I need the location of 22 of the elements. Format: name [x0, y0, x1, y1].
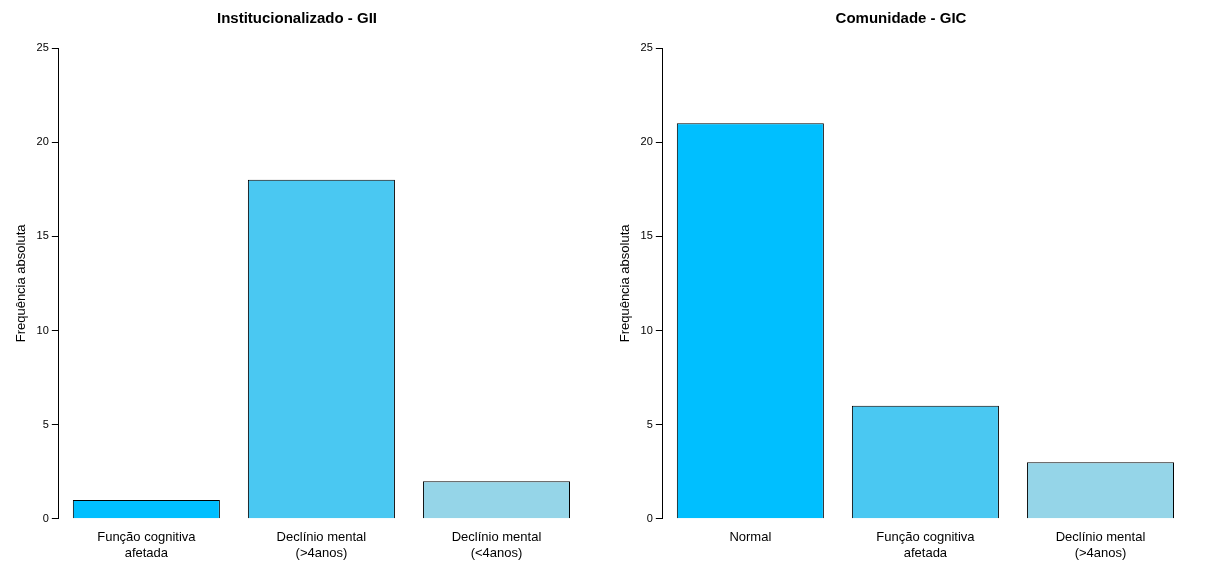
x-tick-label: Declínio mental (<4anos) [451, 529, 542, 560]
y-tick-label: 15 [36, 229, 49, 242]
x-tick-label: Normal [729, 529, 772, 545]
y-tick-label: 10 [36, 323, 49, 336]
y-tick-label: 20 [36, 135, 49, 148]
y-tick-label: 20 [640, 135, 653, 148]
chart-title: Comunidade - GIC [835, 9, 967, 27]
x-tick-label: Declínio mental (>4anos) [276, 529, 367, 560]
x-tick-label: Declínio mental (>4anos) [1055, 529, 1146, 560]
y-tick-label: 25 [640, 41, 653, 54]
y-axis-title: Frequência absoluta [617, 223, 633, 343]
chart-title: Institucionalizado - GII [216, 9, 378, 27]
y-axis-title: Frequência absoluta [13, 223, 29, 343]
x-tick-label: Função cognitiva afetada [97, 529, 197, 560]
x-tick-label: Função cognitiva afetada [876, 529, 976, 560]
y-tick-label: 0 [646, 511, 653, 524]
y-tick-label: 25 [36, 41, 49, 54]
y-tick-label: 5 [42, 417, 49, 430]
y-tick-label: 10 [640, 323, 653, 336]
y-tick-label: 15 [640, 229, 653, 242]
y-tick-label: 0 [42, 511, 49, 524]
y-tick-label: 5 [646, 417, 653, 430]
